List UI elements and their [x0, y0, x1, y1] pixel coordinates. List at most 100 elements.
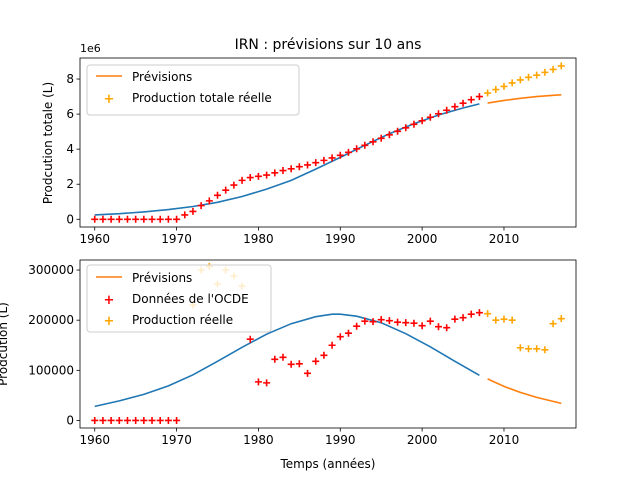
y-tick-label: 4 — [66, 142, 74, 156]
data-point — [385, 317, 393, 325]
data-point — [475, 309, 483, 317]
y-tick-label: 300000 — [28, 263, 74, 277]
y-offset-label: 1e6 — [80, 42, 101, 55]
series-line — [487, 378, 562, 405]
data-point — [394, 127, 402, 135]
legend-label-real: Production totale réelle — [132, 91, 272, 105]
data-point — [173, 215, 181, 223]
data-point — [385, 131, 393, 139]
legend-label-forecast: Prévisions — [132, 271, 192, 285]
axes-frame — [79, 259, 577, 429]
data-point — [500, 82, 508, 90]
data-point — [525, 345, 533, 353]
series-layer — [91, 62, 565, 223]
legend-label-real: Production réelle — [132, 313, 233, 327]
data-point — [557, 315, 565, 323]
data-point — [271, 355, 279, 363]
y-tick-label: 6 — [66, 107, 74, 121]
data-point — [557, 62, 565, 70]
data-point — [467, 96, 475, 104]
data-point — [123, 416, 131, 424]
data-point — [287, 165, 295, 173]
data-point — [148, 416, 156, 424]
data-point — [549, 65, 557, 73]
data-point — [451, 103, 459, 111]
data-point — [230, 181, 238, 189]
data-point — [353, 145, 361, 153]
data-point — [115, 215, 123, 223]
data-point — [541, 346, 549, 354]
data-point — [369, 318, 377, 326]
data-point — [475, 93, 483, 101]
data-point — [410, 319, 418, 327]
data-point — [443, 106, 451, 114]
data-point — [263, 171, 271, 179]
data-point — [181, 211, 189, 219]
data-point — [353, 322, 361, 330]
y-axis-label: Prodcution totale (L) — [41, 82, 55, 204]
legend-plus-marker: + — [104, 314, 115, 329]
x-tick-label: 2010 — [489, 433, 520, 447]
x-axis-label: Temps (années) — [280, 457, 376, 471]
data-point — [132, 215, 140, 223]
data-point — [214, 191, 222, 199]
data-point — [336, 151, 344, 159]
data-point — [516, 344, 524, 352]
x-tick-label: 2010 — [489, 232, 520, 246]
data-point — [484, 89, 492, 97]
bottom-panel: 1960 1970 1980 1990 2000 2010 0 100000 200000 300… — [0, 259, 577, 471]
data-point — [254, 378, 262, 386]
y-tick-label: 2 — [66, 177, 74, 191]
y-tick-label: 8 — [66, 72, 74, 86]
data-point — [541, 68, 549, 76]
legend-plus-marker: + — [104, 293, 115, 308]
data-point — [525, 73, 533, 81]
data-point — [148, 215, 156, 223]
data-point — [99, 416, 107, 424]
data-point — [189, 207, 197, 215]
data-point — [263, 379, 271, 387]
data-point — [508, 316, 516, 324]
data-point — [410, 120, 418, 128]
legend-label-forecast: Prévisions — [132, 70, 192, 84]
data-point — [369, 138, 377, 146]
y-tick-label: 200000 — [28, 313, 74, 327]
top-panel: IRN : prévisions sur 10 ans 1e6 1960 1970… — [41, 37, 577, 246]
data-point — [140, 416, 148, 424]
y-axis-label: Prodcution (L) — [0, 302, 10, 386]
data-point — [328, 154, 336, 162]
data-point — [361, 317, 369, 325]
data-point — [304, 369, 312, 377]
data-point — [295, 360, 303, 368]
data-point — [164, 215, 172, 223]
data-point — [222, 186, 230, 194]
data-point — [246, 335, 254, 343]
data-point — [279, 167, 287, 175]
data-point — [492, 316, 500, 324]
data-point — [295, 163, 303, 171]
y-tick-label: 0 — [66, 413, 74, 427]
data-point — [344, 148, 352, 156]
data-point — [99, 215, 107, 223]
data-point — [197, 202, 205, 210]
series-line — [94, 313, 480, 408]
data-point — [344, 329, 352, 337]
x-tick-label: 1970 — [161, 433, 192, 447]
data-point — [156, 416, 164, 424]
data-point — [107, 416, 115, 424]
data-point — [156, 215, 164, 223]
y-tick-label: 0 — [66, 212, 74, 226]
data-point — [418, 322, 426, 330]
data-point — [123, 215, 131, 223]
data-point — [312, 357, 320, 365]
series-line — [487, 94, 562, 104]
data-point — [434, 323, 442, 331]
data-point — [115, 416, 123, 424]
data-point — [484, 310, 492, 318]
x-tick-label: 1990 — [325, 232, 356, 246]
data-point — [549, 320, 557, 328]
data-point — [205, 197, 213, 205]
legend: Prévisions + Production totale réelle — [86, 64, 300, 116]
data-point — [271, 169, 279, 177]
data-point — [434, 110, 442, 118]
